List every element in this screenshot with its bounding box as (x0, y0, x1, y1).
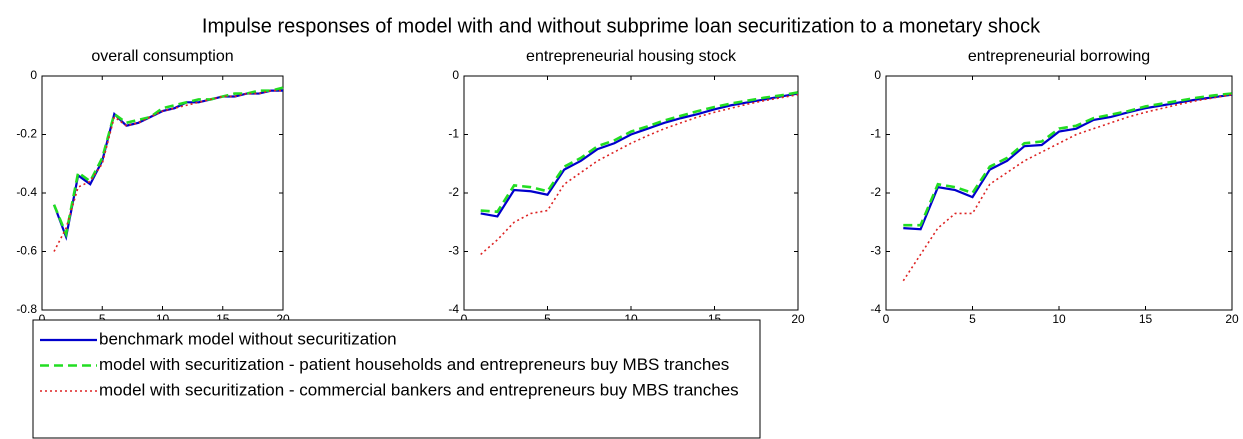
y-tick-label: -1 (870, 127, 881, 141)
y-tick-label: 0 (874, 68, 881, 82)
x-tick-label: 5 (969, 312, 976, 326)
x-tick-label: 0 (39, 312, 46, 326)
x-tick-label: 15 (1139, 312, 1153, 326)
x-tick-label: 20 (1225, 312, 1239, 326)
plot-frame (463, 75, 799, 311)
y-tick-label: -0.4 (16, 185, 37, 199)
series-line (903, 92, 1233, 227)
x-tick-label: 20 (791, 312, 805, 326)
subplot-title: entrepreneurial borrowing (968, 48, 1150, 65)
y-tick-label: -3 (870, 244, 881, 258)
y-tick-label: 0 (452, 68, 459, 82)
y-tick-label: 0 (30, 68, 37, 82)
series-line (53, 89, 283, 241)
x-tick-label: 5 (544, 312, 551, 326)
y-tick-label: -0.6 (16, 244, 37, 258)
y-tick-label: -1 (448, 127, 459, 141)
subplot-title: overall consumption (91, 48, 233, 65)
subplot-title: entrepreneurial housing stock (526, 48, 737, 65)
series-line (480, 91, 799, 214)
figure-title: Impulse responses of model with and with… (202, 15, 1041, 37)
y-tick-label: -2 (448, 185, 459, 199)
y-tick-label: -4 (448, 302, 459, 316)
x-tick-label: 5 (99, 312, 106, 326)
legend-label: benchmark model without securitization (99, 329, 397, 348)
x-tick-label: 10 (1052, 312, 1066, 326)
y-tick-label: -2 (870, 185, 881, 199)
series-line (480, 93, 799, 256)
x-tick-label: 0 (461, 312, 468, 326)
series-line (480, 92, 799, 218)
legend-label: model with securitization - commercial b… (99, 380, 739, 399)
y-tick-label: -4 (870, 302, 881, 316)
y-tick-label: -0.2 (16, 127, 37, 141)
legend-label: model with securitization - patient hous… (99, 355, 729, 374)
legend-frame (32, 319, 761, 439)
series-line (903, 93, 1233, 231)
x-tick-label: 0 (883, 312, 890, 326)
y-tick-label: -0.8 (16, 302, 37, 316)
series-line (53, 89, 283, 252)
y-tick-label: -3 (448, 244, 459, 258)
plot-frame (885, 75, 1233, 311)
